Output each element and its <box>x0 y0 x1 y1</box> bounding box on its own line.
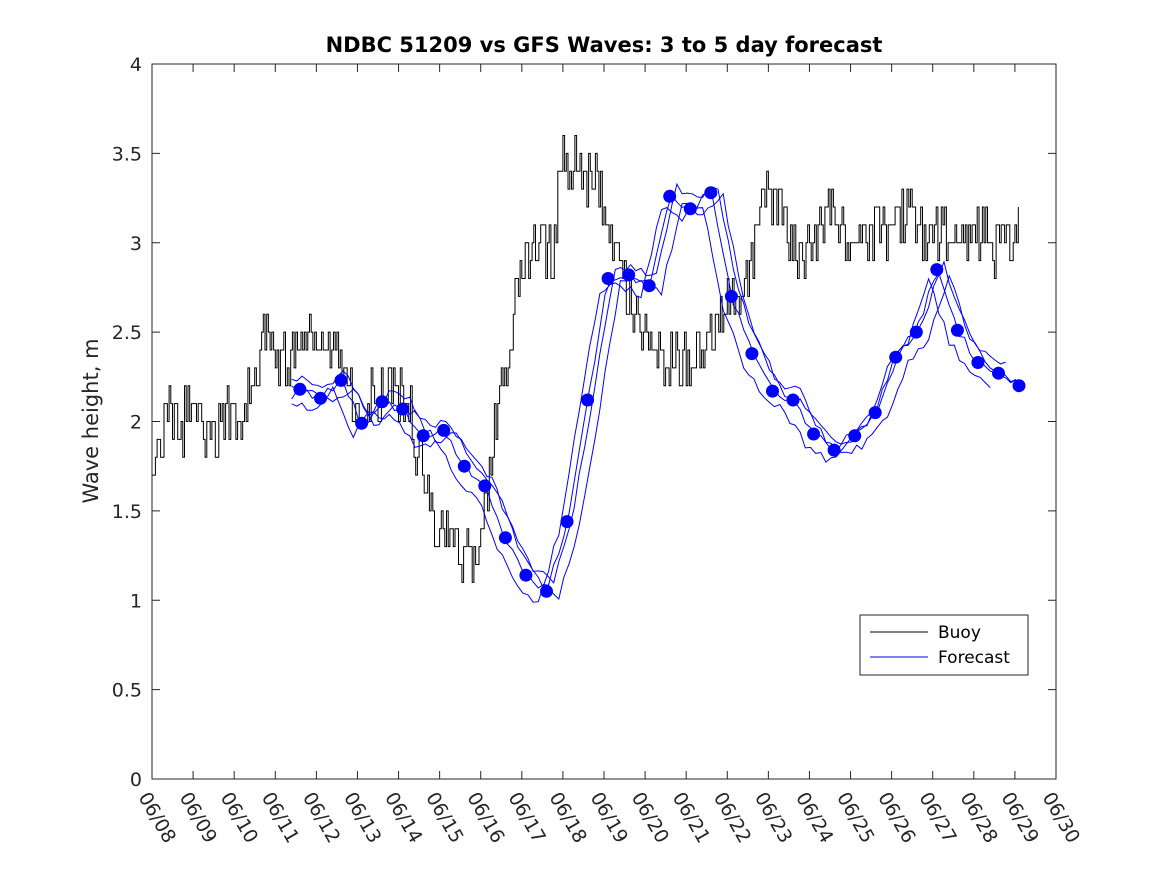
buoy-line <box>152 135 1019 583</box>
forecast-line <box>291 182 1006 584</box>
y-tick-label: 3 <box>130 233 142 255</box>
buoy-series <box>152 135 1019 583</box>
forecast-marker <box>478 479 492 493</box>
forecast-marker <box>745 347 759 361</box>
forecast-marker <box>355 416 369 430</box>
forecast-marker <box>663 189 677 203</box>
y-tick-label: 0 <box>130 769 142 791</box>
forecast-marker <box>601 272 615 285</box>
legend: Buoy Forecast <box>859 614 1029 676</box>
forecast-marker <box>704 186 718 200</box>
forecast-marker <box>889 350 903 364</box>
forecast-marker <box>807 427 821 441</box>
y-tick-label: 0.5 <box>112 680 142 702</box>
y-tick-label: 2.5 <box>112 322 142 344</box>
forecast-marker <box>375 395 389 409</box>
forecast-marker <box>642 279 656 293</box>
forecast-marker <box>396 402 410 416</box>
y-tick-label: 4 <box>130 54 142 76</box>
chart-title: NDBC 51209 vs GFS Waves: 3 to 5 day fore… <box>326 33 883 57</box>
forecast-marker <box>540 584 553 598</box>
forecast-marker <box>848 429 862 443</box>
legend-buoy-label: Buoy <box>938 623 981 643</box>
forecast-marker <box>622 268 636 282</box>
legend-box <box>859 614 1029 676</box>
forecast-marker <box>950 323 964 337</box>
forecast-marker <box>786 393 800 407</box>
forecast-marker <box>971 356 985 369</box>
forecast-marker <box>314 391 327 405</box>
y-tick-label: 1.5 <box>112 501 142 523</box>
forecast-marker <box>581 393 595 407</box>
legend-forecast-label: Forecast <box>938 648 1010 668</box>
y-axis: 0 0.5 1 1.5 2 2.5 3 3.5 4 <box>112 54 1056 791</box>
y-tick-label: 2 <box>130 412 142 434</box>
forecast-marker <box>909 325 923 339</box>
forecast-marker <box>416 429 430 443</box>
forecast-marker <box>930 263 944 277</box>
forecast-marker <box>1012 379 1026 393</box>
forecast-marker <box>457 459 471 473</box>
forecast-marker <box>724 289 738 303</box>
forecast-marker <box>560 515 574 529</box>
forecast-marker <box>827 443 841 457</box>
forecast-marker <box>293 382 307 396</box>
forecast-marker <box>519 568 533 582</box>
forecast-marker <box>437 423 451 437</box>
forecast-marker <box>868 406 882 420</box>
forecast-series <box>291 182 1026 603</box>
forecast-marker <box>992 366 1005 380</box>
forecast-marker <box>334 373 348 387</box>
forecast-marker <box>498 531 512 545</box>
forecast-marker <box>766 384 779 398</box>
y-axis-label: Wave height, m <box>79 338 103 503</box>
forecast-marker <box>683 202 697 216</box>
y-tick-label: 1 <box>130 590 142 612</box>
y-tick-label: 3.5 <box>112 143 142 165</box>
